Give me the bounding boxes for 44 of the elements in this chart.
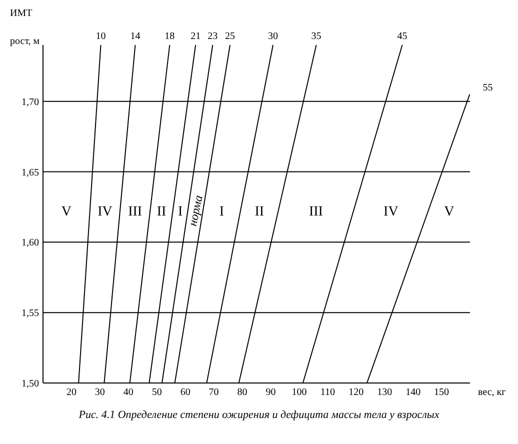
annotation: IV: [98, 204, 112, 220]
x-tick-label: 150: [434, 387, 450, 398]
annotation: норма: [185, 194, 206, 228]
x-tick-label: 110: [320, 387, 335, 398]
annotation: I: [178, 204, 184, 220]
y-axis-title: рост, м: [10, 36, 40, 47]
series-label: 14: [130, 31, 140, 42]
y-tick-label: 1,70: [22, 96, 39, 108]
annotation: I: [219, 204, 224, 220]
y-tick-label: 1,60: [22, 238, 39, 249]
x-tick-label: 50: [152, 387, 162, 398]
series-label: 18: [164, 31, 175, 42]
series-label: 25: [225, 31, 236, 42]
annotation: III: [128, 204, 142, 220]
series-label: 23: [208, 31, 218, 42]
annotation: V: [444, 204, 454, 220]
x-tick-label: 20: [66, 387, 76, 398]
annotation: III: [308, 204, 324, 220]
series-label: 35: [311, 31, 322, 42]
x-tick-label: 120: [348, 387, 364, 398]
x-tick-label: 140: [406, 387, 421, 398]
annotation: IV: [384, 204, 398, 220]
series-label: 55: [482, 82, 493, 94]
y-tick-label: 1,65: [22, 167, 39, 178]
series-label: 45: [397, 31, 408, 42]
y-tick-label: 1,50: [22, 378, 39, 390]
text: Рис. 4.1 Определение степени ожирения и дефицита массы тела у взрослых: [78, 409, 440, 421]
series-label: 10: [96, 31, 106, 42]
x-tick-label: 40: [123, 387, 134, 398]
x-tick-label: 90: [266, 387, 276, 398]
annotation: V: [61, 204, 72, 220]
x-tick-label: 100: [292, 387, 307, 398]
x-tick-label: 70: [208, 387, 219, 398]
chart-title: ИМТ: [10, 8, 32, 19]
annotation: II: [254, 204, 264, 220]
x-tick-label: 60: [180, 387, 190, 398]
x-tick-label: 80: [237, 387, 248, 398]
annotation: II: [156, 204, 166, 220]
x-tick-label: 30: [94, 387, 105, 398]
series-label: 21: [190, 31, 201, 42]
y-tick-label: 1,55: [22, 308, 39, 320]
series-label: 30: [268, 31, 278, 42]
x-tick-label: 130: [377, 387, 392, 398]
x-axis-title: вес, кг: [478, 387, 506, 398]
